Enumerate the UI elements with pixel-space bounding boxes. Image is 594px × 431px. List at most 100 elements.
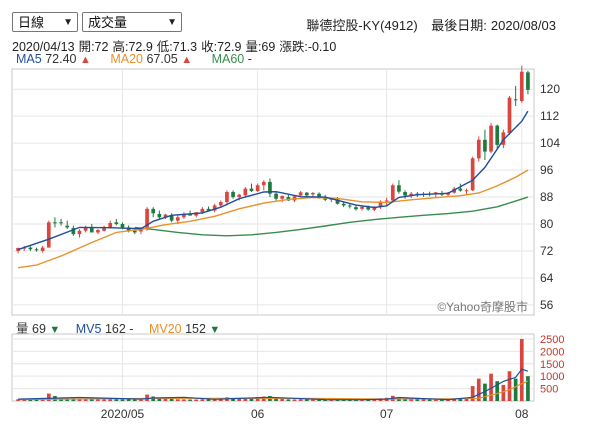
volume-bar — [175, 399, 180, 401]
volume-bar — [163, 399, 168, 401]
volume-bar — [311, 399, 315, 401]
mv20-value: 152 — [185, 322, 206, 336]
low-value: 71.3 — [172, 40, 198, 54]
change-label: 漲跌: — [279, 40, 308, 54]
candle-body — [347, 205, 352, 207]
candle-body — [483, 139, 487, 152]
vol-label: 量 — [16, 322, 29, 336]
volume-bar — [341, 399, 346, 401]
volume-bar — [495, 381, 500, 401]
volume-grid — [12, 334, 534, 401]
ma60-label: MA60 — [211, 52, 245, 66]
candle-body — [354, 207, 358, 210]
volume-ma-lines — [18, 368, 529, 401]
ma5-legend: MA5 72.40 ▲ — [16, 52, 91, 66]
down-triangle-icon: ▼ — [209, 324, 221, 336]
candle-body — [341, 203, 346, 206]
volume-bar — [354, 399, 358, 401]
price-tick-label: 72 — [540, 244, 554, 258]
candle-body — [108, 223, 113, 228]
x-tick-label: 07 — [380, 407, 394, 421]
ma20-line — [18, 169, 529, 269]
volume-bar — [372, 399, 377, 401]
volume-bar — [188, 399, 192, 401]
volume-bar — [28, 399, 33, 401]
candle-body — [390, 185, 395, 201]
candle-body — [298, 192, 303, 196]
volume-panel[interactable] — [11, 333, 535, 402]
candle-body — [237, 194, 242, 198]
volume-bar — [335, 399, 340, 401]
volume-bar — [507, 371, 512, 401]
candle-body — [151, 208, 156, 214]
ma60-value: - — [247, 52, 252, 66]
chevron-down-icon: ▼ — [167, 17, 177, 28]
volume-bar — [526, 376, 530, 401]
period-select-value: 日線 — [18, 15, 45, 30]
candle-body — [139, 229, 143, 232]
candle-body — [231, 192, 235, 198]
volume-bar — [329, 399, 334, 401]
metric-select-value: 成交量 — [88, 15, 128, 30]
volume-bar — [139, 399, 143, 401]
period-select[interactable]: 日線 ▼ — [12, 12, 78, 32]
volume-bar — [126, 399, 131, 401]
volume-bar — [77, 399, 82, 401]
high-label: 高: — [112, 40, 129, 54]
candle-body — [102, 227, 106, 231]
x-tick-labels: 2020/05 06 07 08 — [101, 407, 529, 421]
ma60-legend: MA60 - — [212, 52, 252, 66]
volume-bar — [280, 399, 285, 401]
last-date-label: 最後日期: — [431, 18, 487, 33]
volume-bar — [347, 399, 352, 401]
candle-body — [268, 181, 272, 194]
volume-bar — [323, 399, 328, 401]
mv5-legend-item: MV5 162 - — [76, 322, 134, 336]
candle-body — [218, 202, 223, 206]
volume-bar — [231, 398, 235, 401]
high-value: 72.9 — [128, 40, 153, 54]
mv20-legend-item: MV20 152 ▼ — [149, 322, 220, 336]
candle-body — [96, 230, 100, 233]
ma5-line — [17, 110, 529, 251]
up-triangle-icon: ▲ — [79, 54, 91, 66]
candle-body — [464, 190, 469, 192]
close-value: 72.9 — [217, 40, 242, 54]
price-tick-label: 80 — [540, 217, 554, 231]
volume-bar — [206, 399, 211, 401]
volume-bar — [458, 398, 463, 401]
candle-body — [317, 193, 321, 198]
volume-bar — [34, 399, 39, 401]
volume-bar — [452, 398, 457, 401]
candle-body — [83, 227, 88, 231]
volume-bar — [427, 399, 432, 401]
x-tick-label: 06 — [251, 407, 265, 421]
candle-body — [335, 199, 340, 204]
volume-bar — [120, 399, 125, 401]
volume-bar — [501, 384, 506, 401]
candle-body — [372, 207, 377, 210]
volume-bar — [298, 399, 303, 401]
candle-body — [114, 222, 119, 225]
close-label: 收: — [201, 40, 218, 54]
candle-body — [28, 247, 33, 250]
volume-bar — [108, 399, 113, 401]
candle-body — [65, 225, 70, 228]
price-panel[interactable] — [11, 68, 535, 316]
volume-bar — [237, 398, 242, 401]
volume-bar — [16, 399, 20, 401]
candle-body — [169, 215, 174, 221]
metric-select[interactable]: 成交量 ▼ — [82, 12, 182, 32]
candle-body — [120, 224, 125, 228]
candle-body — [526, 72, 530, 90]
volume-bar — [409, 399, 414, 401]
ma-legend: MA5 72.40 ▲ MA20 67.05 ▲ MA60 - — [16, 52, 268, 66]
volume-legend: 量 69 ▼ MV5 162 - MV20 152 ▼ — [16, 318, 232, 337]
candle-body — [206, 208, 211, 211]
price-tick-label: 104 — [540, 136, 560, 150]
low-label: 低: — [156, 40, 173, 54]
candle-body — [249, 188, 254, 191]
candle-body — [274, 193, 278, 199]
